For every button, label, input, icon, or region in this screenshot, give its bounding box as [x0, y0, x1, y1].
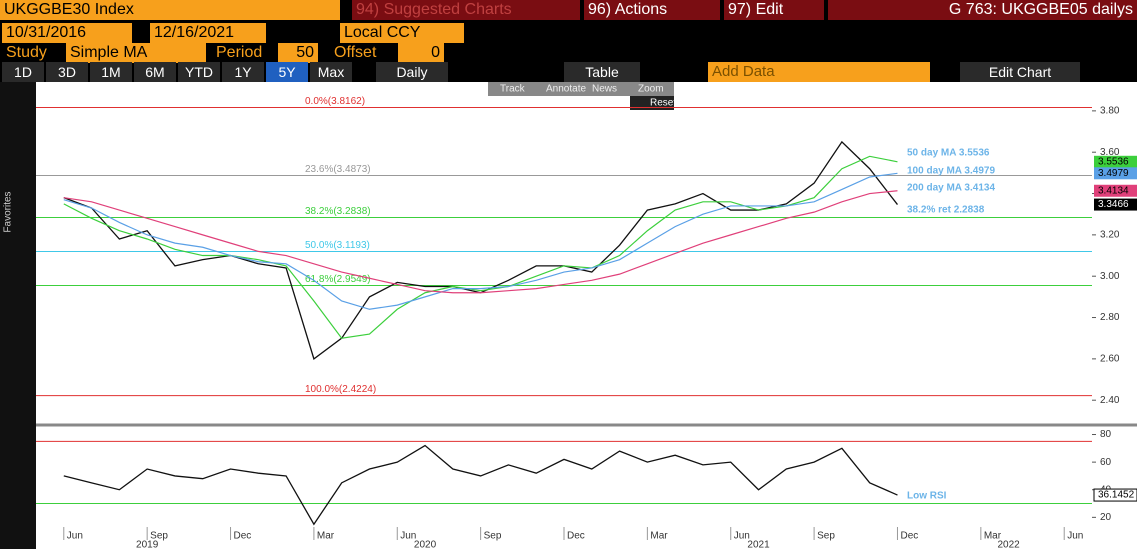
range-button[interactable]: 1D: [2, 62, 44, 82]
annotation: 50 day MA 3.5536: [907, 148, 990, 159]
window-title: G 763: UKGGBE05 dailys: [828, 0, 1137, 20]
last-value-box: [1094, 155, 1137, 168]
start-date[interactable]: 10/31/2016: [2, 23, 132, 43]
series-line: [63, 190, 898, 294]
x-tick-label: Dec: [234, 531, 252, 542]
year-label: 2019: [136, 540, 159, 549]
actions-menu[interactable]: 96) Actions: [584, 0, 720, 20]
x-tick-label: Dec: [900, 531, 918, 542]
y-tick-label: 2.60: [1100, 354, 1120, 365]
last-value-label: 3.3466: [1098, 199, 1129, 210]
level-label: 0.0%(3.8162): [305, 96, 365, 107]
last-value-label: 36.1452: [1098, 490, 1135, 501]
offset-label: Offset: [334, 44, 377, 61]
x-tick-label: Mar: [650, 531, 668, 542]
chart: Favorites Reset Track Annotate News Zoom 2.4…: [0, 82, 1137, 549]
suggested-charts[interactable]: 94) Suggested Charts: [352, 0, 580, 20]
year-label: 2022: [998, 540, 1021, 549]
x-tick-label: Sep: [150, 531, 168, 542]
tool-button: Track: [500, 84, 526, 95]
range-button[interactable]: Max: [310, 62, 352, 82]
range-button[interactable]: 3D: [46, 62, 88, 82]
level-label: 100.0%(2.4224): [305, 384, 376, 395]
last-value-label: 3.4134: [1098, 185, 1129, 196]
ticker[interactable]: UKGGBE30 Index: [0, 0, 340, 20]
x-tick-label: Jun: [1067, 531, 1083, 542]
x-tick-label: Jun: [734, 531, 750, 542]
study-select[interactable]: Simple MA: [66, 43, 206, 63]
y-tick-label: 3.80: [1100, 106, 1120, 117]
level-label: 38.2%(3.2838): [305, 206, 371, 217]
annotation: 38.2% ret 2.2838: [907, 205, 985, 216]
side-toolbar: [0, 82, 36, 549]
range-button[interactable]: 5Y: [266, 62, 308, 82]
y-tick-label: 80: [1100, 429, 1112, 440]
tool-strip: [488, 82, 674, 96]
last-value-label: 3.4979: [1098, 168, 1129, 179]
tool-button: Zoom: [638, 84, 664, 95]
level-label: 23.6%(3.4873): [305, 164, 371, 175]
tool-button: Annotate: [546, 84, 586, 95]
period-input[interactable]: 50: [278, 43, 318, 63]
last-value-box: [1093, 488, 1137, 502]
last-value-label: 3.5536: [1098, 156, 1129, 167]
currency[interactable]: Local CCY: [340, 23, 464, 43]
last-value-box: [1094, 167, 1137, 180]
x-tick-label: Sep: [817, 531, 835, 542]
y-tick-label: 60: [1100, 457, 1112, 468]
x-tick-label: Mar: [317, 531, 335, 542]
series-line: [63, 444, 898, 526]
annotation: 100 day MA 3.4979: [907, 166, 995, 177]
x-tick-label: Mar: [984, 531, 1002, 542]
range-button[interactable]: 1Y: [222, 62, 264, 82]
y-tick-label: 3.00: [1100, 271, 1120, 282]
year-label: 2020: [414, 540, 437, 549]
y-tick-label: 2.80: [1100, 312, 1120, 323]
end-date[interactable]: 12/16/2021: [150, 23, 266, 43]
range-button[interactable]: 6M: [134, 62, 176, 82]
frequency[interactable]: Daily: [376, 62, 448, 82]
edit-menu[interactable]: 97) Edit: [724, 0, 824, 20]
offset-input[interactable]: 0: [398, 43, 444, 63]
range-button[interactable]: YTD: [178, 62, 220, 82]
range-button[interactable]: 1M: [90, 62, 132, 82]
annotation: 200 day MA 3.4134: [907, 183, 995, 194]
x-tick-label: Sep: [484, 531, 502, 542]
x-tick-label: Jun: [67, 531, 83, 542]
reset-button[interactable]: [630, 96, 674, 110]
y-tick-label: 2.40: [1100, 395, 1120, 406]
edit-chart[interactable]: Edit Chart: [960, 62, 1080, 82]
plot-background: [36, 82, 1137, 549]
x-tick-label: Dec: [567, 531, 585, 542]
series-line: [63, 155, 898, 339]
tool-button: News: [592, 84, 617, 95]
annotation: Low RSI: [907, 491, 947, 502]
level-label: 50.0%(3.1193): [305, 240, 370, 251]
add-data[interactable]: Add Data: [708, 62, 930, 82]
last-value-box: [1094, 184, 1137, 197]
period-label: Period: [216, 44, 263, 61]
series-line: [63, 172, 898, 310]
year-label: 2021: [747, 540, 770, 549]
last-value-box: [1094, 198, 1137, 211]
favorites[interactable]: Favorites: [3, 191, 14, 232]
table-button[interactable]: Table: [564, 62, 640, 82]
x-tick-label: Jun: [400, 531, 416, 542]
level-label: 61.8%(2.9549): [305, 274, 371, 285]
y-tick-label: 20: [1100, 512, 1112, 523]
study-label: Study: [6, 44, 47, 61]
reset-label[interactable]: Reset: [650, 98, 676, 109]
y-tick-label: 3.20: [1100, 230, 1120, 241]
y-tick-label: 3.60: [1100, 147, 1120, 158]
